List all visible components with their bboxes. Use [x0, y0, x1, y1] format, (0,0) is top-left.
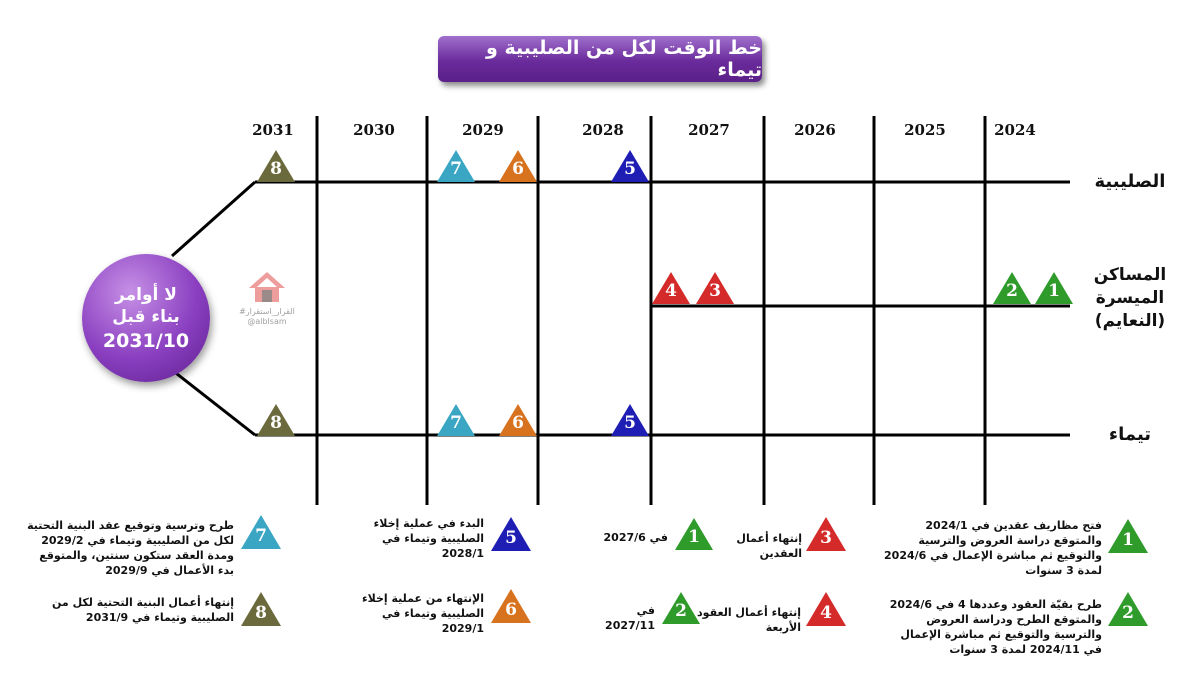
legend-text-8: إنتهاء أعمال البنية التحتية لكل من الصلي… [52, 596, 234, 624]
watermark-handle: @alblsam [247, 317, 287, 326]
deadline-line1: لا أوامر [115, 285, 177, 305]
row-label-taima: تيماء [1108, 424, 1152, 445]
legend-text-3-date: في 2027/6 [603, 531, 668, 544]
row-label-masakin-line3: (النعايم) [1094, 311, 1166, 331]
deadline-line3: 2031/10 [102, 330, 190, 352]
branch-upper [171, 180, 256, 258]
page-title: خط الوقت لكل من الصليبية و تيماء [438, 36, 762, 82]
year-2030: 2030 [353, 121, 395, 139]
legend-text-4-date: في 2027/11 [605, 604, 655, 632]
year-2025: 2025 [904, 121, 946, 139]
legend-text-5: البدء في عملية إخلاء الصليبية وتيماء في … [373, 517, 484, 560]
deadline-line2: بناء قبل [112, 307, 180, 327]
deadline-circle: لا أوامر بناء قبل 2031/10 [82, 254, 210, 382]
year-2031: 2031 [252, 121, 294, 139]
house-logo-icon [249, 272, 285, 302]
watermark: #القرار_استقرار @alblsam [232, 270, 302, 327]
watermark-hashtag: #القرار_استقرار [239, 307, 295, 316]
legend-text-4: إنتهاء أعمال العقود الأربعة [697, 606, 801, 634]
legend-text-6: الإنتهاء من عملية إخلاء الصليبية وتيماء … [361, 592, 484, 635]
year-2027: 2027 [688, 121, 730, 139]
legend-text-2: طرح بقيّة العقود وعددها 4 في 2024/6 والم… [889, 598, 1102, 656]
row-label-masakin-line1: المساكن [1093, 265, 1167, 285]
legend-text-3: إنتهاء أعمال العقدين [736, 532, 802, 560]
legend-text-1: فتح مظاريف عقدين في 2024/1 والمتوقع دراس… [884, 519, 1102, 577]
row-label-masakin-line2: الميسرة [1095, 288, 1165, 308]
year-2028: 2028 [582, 121, 624, 139]
row-label-sulaibiya: الصليبية [1094, 171, 1166, 192]
year-2029: 2029 [462, 121, 504, 139]
branch-lower [171, 368, 256, 437]
row-label-masakin: المساكن الميسرة (النعايم) [1085, 264, 1175, 333]
year-2026: 2026 [794, 121, 836, 139]
year-2024: 2024 [994, 121, 1036, 139]
legend-text-7: طرح وترسية وتوقيع عقد البنية التحتية لكل… [27, 519, 234, 577]
